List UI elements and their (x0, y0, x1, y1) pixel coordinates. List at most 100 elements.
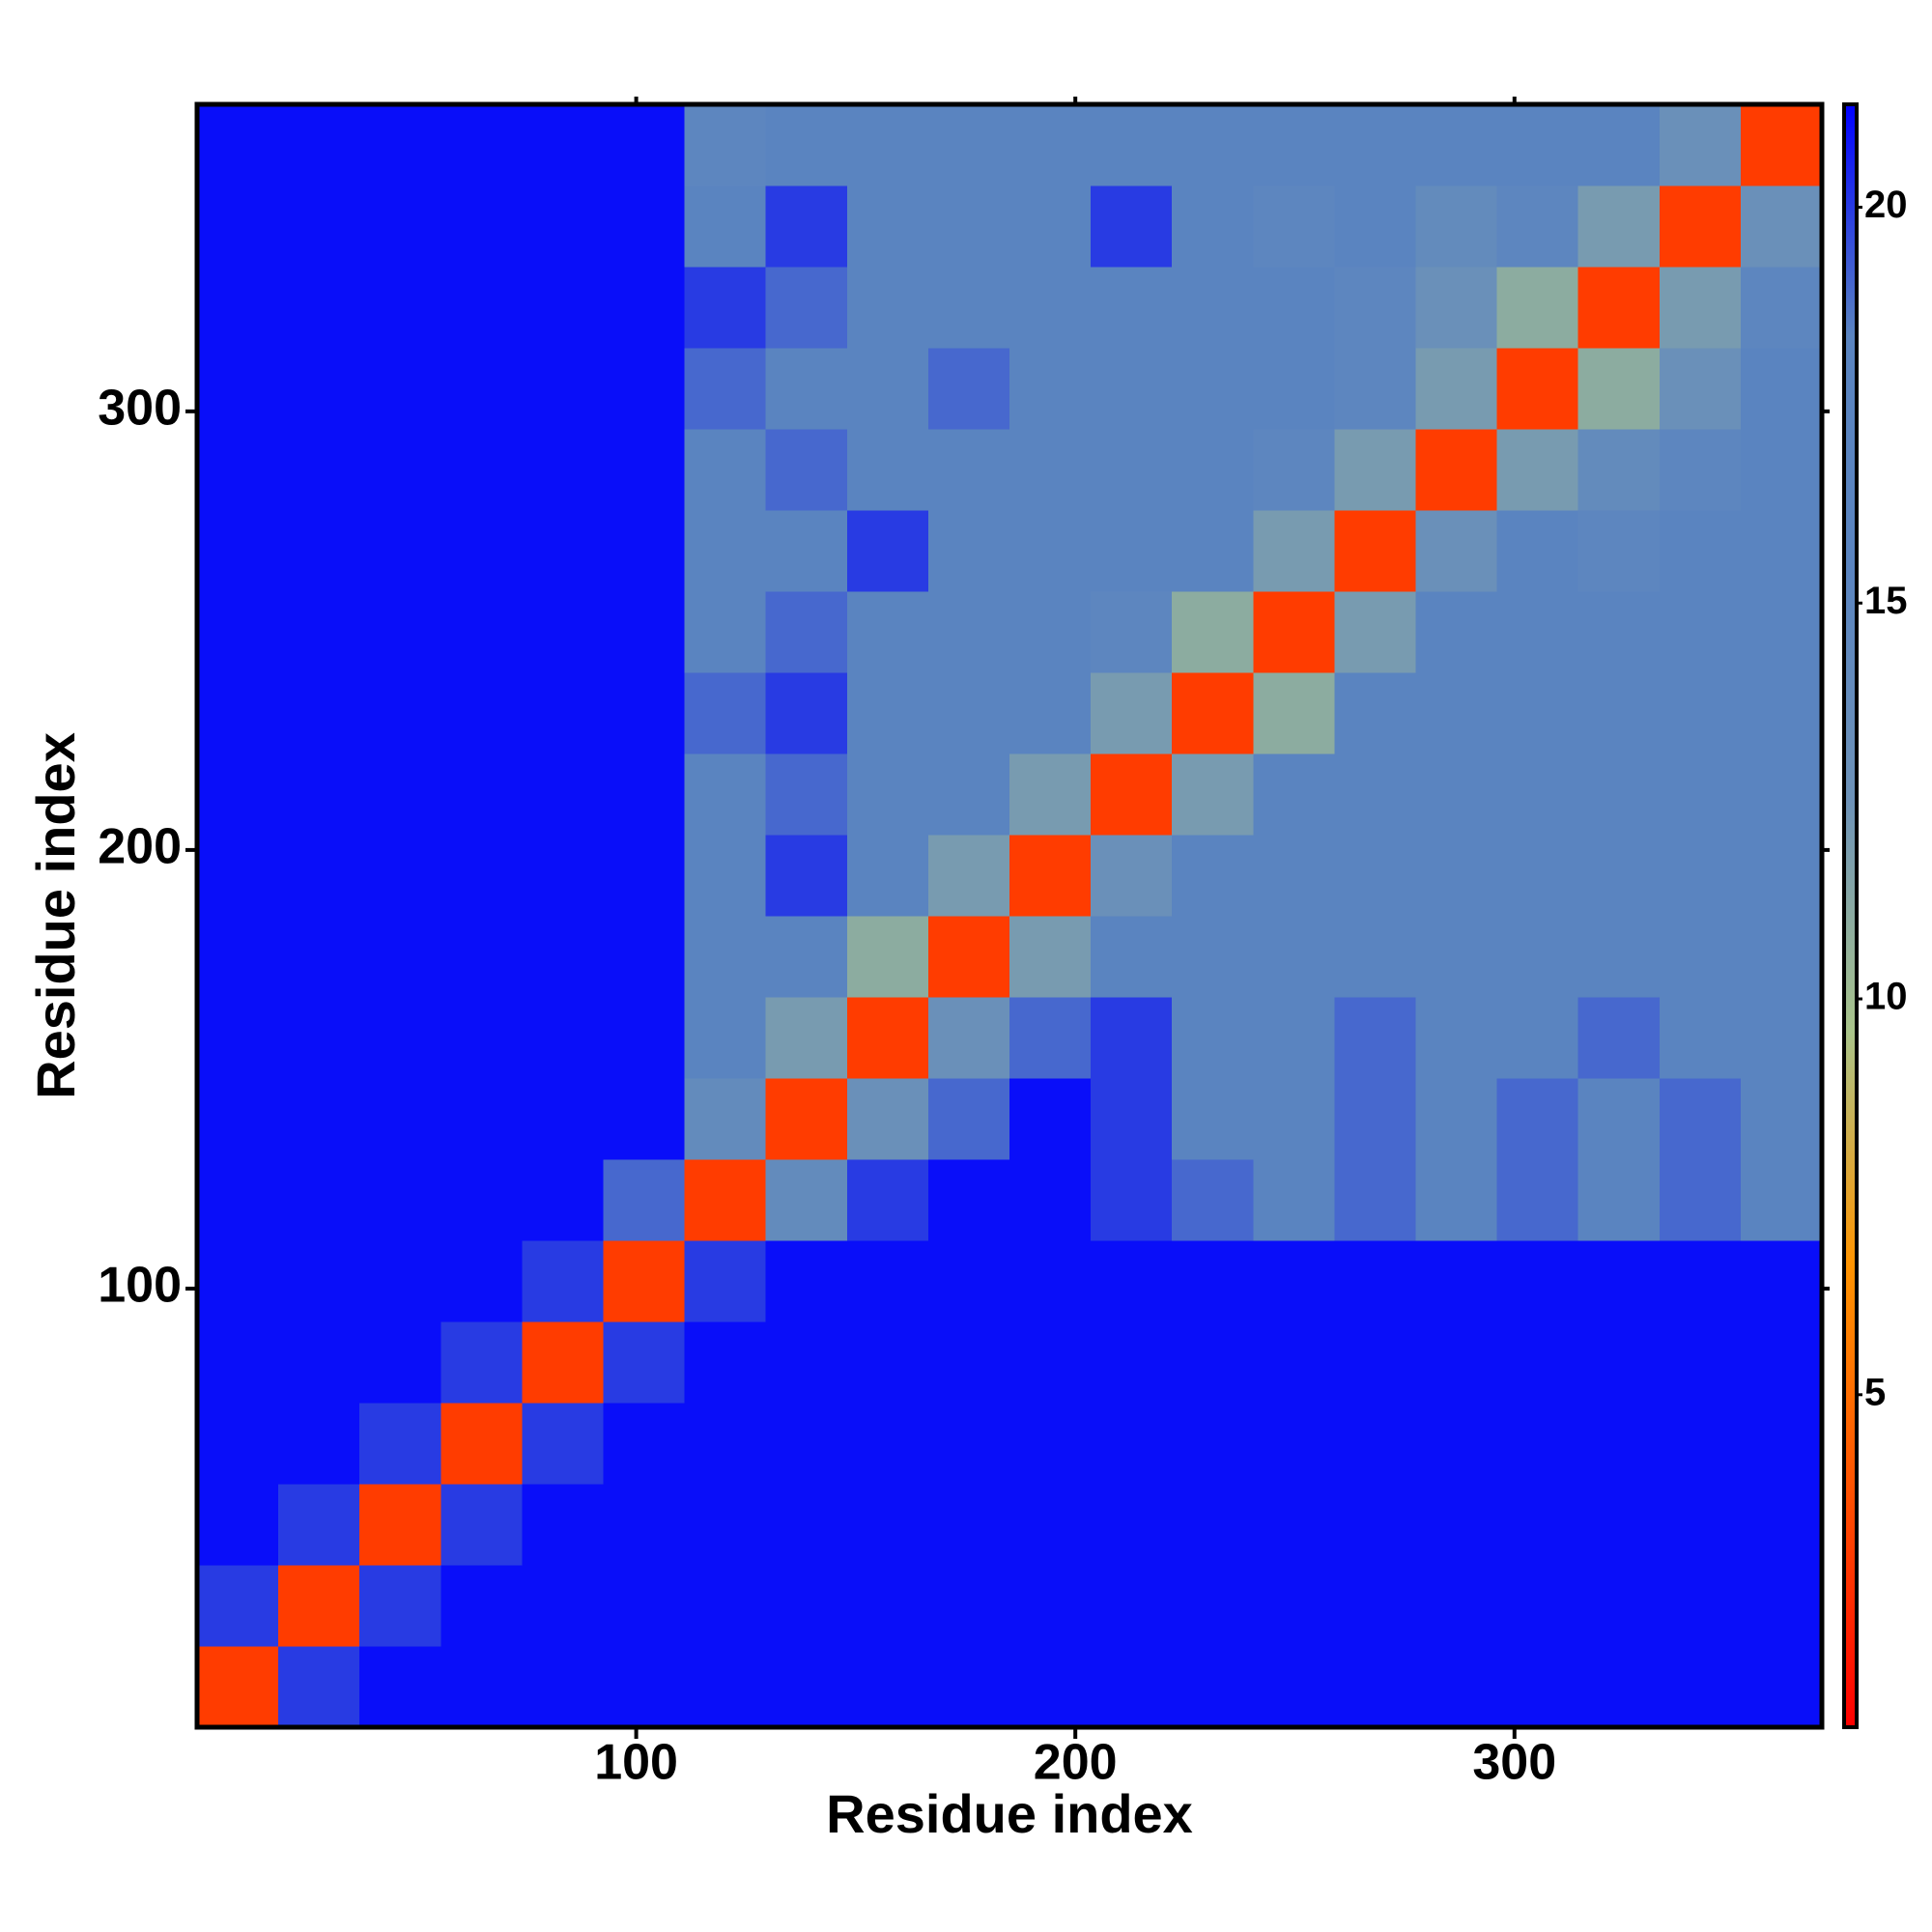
heat-cell (1091, 1403, 1173, 1485)
heat-cell (1091, 1159, 1173, 1241)
colorbar (1842, 102, 1859, 1729)
heat-cell (359, 348, 441, 430)
heat-cell (603, 429, 686, 511)
heat-cell (1577, 1646, 1661, 1728)
heat-cell (522, 429, 605, 511)
heat-cell (1009, 1646, 1092, 1728)
heat-cell (603, 591, 686, 673)
heat-cell (1253, 835, 1335, 917)
heat-cell (1334, 510, 1417, 592)
heat-cell (1740, 997, 1823, 1079)
y-tick-label: 100 (98, 1258, 182, 1314)
heat-cell (1496, 672, 1579, 754)
heat-cell (1253, 104, 1335, 186)
heat-cell (359, 672, 441, 754)
heat-cell (846, 1159, 929, 1241)
heat-cell (1496, 997, 1579, 1079)
heat-cell (1659, 1403, 1742, 1485)
heat-cell (1334, 591, 1417, 673)
heat-cell (927, 185, 1010, 268)
heat-cell (1740, 104, 1823, 186)
heat-cell (1009, 835, 1092, 917)
heat-cell (278, 916, 360, 998)
heat-cell (440, 267, 523, 349)
heat-cell (1496, 1321, 1579, 1404)
heat-cell (359, 429, 441, 511)
heat-cell (1415, 348, 1498, 430)
heat-cell (1415, 1321, 1498, 1404)
heat-cell (1091, 591, 1173, 673)
heat-cell (359, 916, 441, 998)
heat-cell (846, 1403, 929, 1485)
heat-cell (846, 916, 929, 998)
heat-cell (1253, 429, 1335, 511)
heat-cell (1577, 672, 1661, 754)
heat-cell (1740, 672, 1823, 754)
heat-cell (684, 510, 767, 592)
heat-cell (197, 591, 279, 673)
heat-cell (603, 348, 686, 430)
heat-cell (1740, 348, 1823, 430)
heat-cell (1659, 1159, 1742, 1241)
heat-cell (765, 672, 848, 754)
heat-cell (522, 1321, 605, 1404)
heat-cell (522, 1484, 605, 1566)
heat-cell (1496, 1646, 1579, 1728)
heat-cell (197, 1321, 279, 1404)
heat-cell (1659, 1240, 1742, 1322)
heat-cell (522, 1240, 605, 1322)
y-axis-title: Residue index (25, 732, 86, 1099)
heat-cell (765, 1078, 848, 1160)
heat-cell (440, 104, 523, 186)
heat-cell (1334, 1078, 1417, 1160)
heat-cell (1577, 267, 1661, 349)
heat-cell (1009, 1159, 1092, 1241)
heat-cell (765, 348, 848, 430)
x-tick-label: 300 (1472, 1735, 1556, 1791)
heat-cell (359, 267, 441, 349)
heat-cell (846, 1484, 929, 1566)
heat-cell (278, 753, 360, 836)
heat-cell (1496, 1159, 1579, 1241)
heat-cell (927, 672, 1010, 754)
heat-cell (1659, 429, 1742, 511)
heat-cell (278, 1078, 360, 1160)
heat-cell (927, 510, 1010, 592)
heat-cell (765, 1240, 848, 1322)
heat-cell (440, 348, 523, 430)
heat-cell (765, 997, 848, 1079)
heat-cell (603, 104, 686, 186)
heat-cell (765, 104, 848, 186)
heat-cell (927, 348, 1010, 430)
heat-cell (1577, 997, 1661, 1079)
heat-cell (197, 104, 279, 186)
heat-cell (278, 1403, 360, 1485)
heat-cell (197, 1078, 279, 1160)
heat-cell (1334, 916, 1417, 998)
heat-cell (359, 1321, 441, 1404)
heat-cell (440, 1403, 523, 1485)
heat-cell (684, 753, 767, 836)
heat-cell (1415, 1240, 1498, 1322)
heat-cell (1415, 1159, 1498, 1241)
heat-cell (359, 997, 441, 1079)
heat-cell (765, 267, 848, 349)
heat-cell (1577, 1321, 1661, 1404)
heat-cell (846, 835, 929, 917)
heat-cell (1009, 672, 1092, 754)
heat-cell (1496, 1403, 1579, 1485)
heat-cell (1091, 997, 1173, 1079)
heat-cell (359, 104, 441, 186)
heat-cell (684, 1240, 767, 1322)
heat-cell (278, 1484, 360, 1566)
heat-cell (440, 753, 523, 836)
heat-cell (522, 672, 605, 754)
heat-cell (1172, 348, 1254, 430)
heat-cell (440, 1321, 523, 1404)
heat-cell (603, 672, 686, 754)
heat-cell (1334, 835, 1417, 917)
heat-cell (1091, 510, 1173, 592)
heat-cell (684, 1403, 767, 1485)
heat-cell (603, 1484, 686, 1566)
